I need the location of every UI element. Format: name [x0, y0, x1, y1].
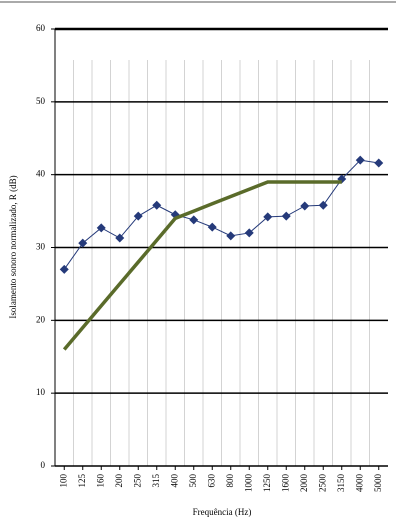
data-point	[78, 238, 88, 248]
y-tick-label: 30	[36, 242, 46, 252]
y-tick-label: 0	[41, 460, 46, 470]
x-tick-label: 2500	[317, 474, 327, 493]
x-tick-label: 315	[151, 474, 161, 488]
x-tick-label: 5000	[373, 474, 383, 493]
data-point	[207, 222, 217, 232]
x-tick-label: 630	[206, 474, 216, 488]
x-tick-label: 800	[225, 474, 235, 488]
x-tick-label: 1600	[280, 474, 290, 493]
x-tick-label: 500	[188, 474, 198, 488]
data-point	[152, 200, 162, 210]
data-point	[300, 201, 310, 211]
y-axis-label: Isolamento sonoro normalizado, R (dB)	[8, 175, 18, 318]
x-tick-label: 1250	[262, 474, 272, 493]
x-tick-label: 3150	[336, 474, 346, 493]
data-point	[281, 211, 291, 221]
x-tick-label: 400	[169, 474, 179, 488]
y-tick-label: 60	[36, 23, 46, 33]
data-point	[115, 233, 125, 243]
data-point	[96, 223, 106, 233]
series-line	[62, 180, 342, 351]
x-tick-label: 125	[77, 474, 87, 488]
data-point	[189, 215, 199, 225]
y-tick-label: 50	[36, 96, 46, 106]
data-point	[355, 155, 365, 165]
data-point	[226, 231, 236, 241]
data-point	[374, 158, 384, 168]
data-point	[318, 200, 328, 210]
series-line	[63, 159, 379, 270]
y-tick-label: 10	[36, 387, 46, 397]
y-tick-label: 40	[36, 169, 46, 179]
x-tick-label: 100	[58, 474, 68, 488]
data-point	[244, 228, 254, 238]
x-tick-label: 160	[95, 474, 105, 488]
data-point	[263, 212, 273, 222]
x-tick-label: 4000	[354, 474, 364, 493]
y-tick-label: 20	[36, 314, 46, 324]
x-tick-label: 1000	[243, 474, 253, 493]
x-tick-label: 250	[132, 474, 142, 488]
x-tick-label: 2000	[299, 474, 309, 493]
data-point	[133, 211, 143, 221]
x-tick-label: 200	[114, 474, 124, 488]
data-point	[59, 264, 69, 274]
x-axis-label: Frequência (Hz)	[193, 507, 252, 517]
